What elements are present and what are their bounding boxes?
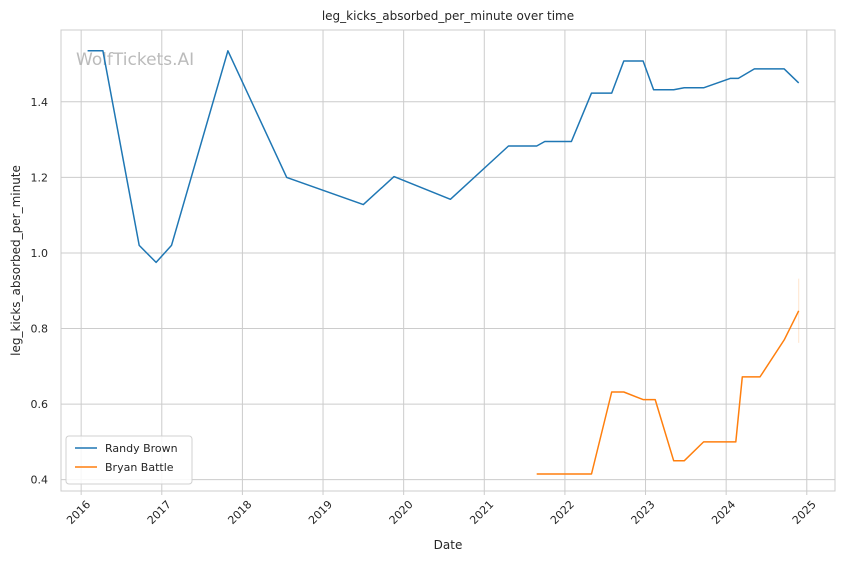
x-tick-label: 2022 <box>548 498 577 527</box>
series-lines <box>87 50 800 475</box>
series-line-1 <box>87 50 800 264</box>
x-tick-label: 2025 <box>790 498 819 527</box>
y-tick-label: 1.0 <box>31 247 49 260</box>
y-tick-label: 1.4 <box>31 96 49 109</box>
y-tick-label: 1.2 <box>31 171 49 184</box>
x-axis-label: Date <box>434 538 463 552</box>
legend: Randy Brown Bryan Battle <box>65 435 193 485</box>
x-tick-label: 2021 <box>467 498 496 527</box>
legend-label-1: Randy Brown <box>105 442 178 455</box>
y-tick-label: 0.8 <box>31 323 49 336</box>
axes-frame <box>60 29 836 492</box>
y-tick-label: 0.4 <box>31 474 49 487</box>
x-tick-label: 2020 <box>387 498 416 527</box>
legend-box <box>65 435 193 485</box>
series-line-2 <box>536 310 800 475</box>
x-tick-label: 2024 <box>709 498 738 527</box>
legend-label-2: Bryan Battle <box>105 461 174 474</box>
x-tick-label: 2017 <box>145 498 174 527</box>
grid <box>61 30 835 491</box>
x-tick-label: 2023 <box>629 498 658 527</box>
x-tick-label: 2019 <box>306 498 335 527</box>
y-axis-label: leg_kicks_absorbed_per_minute <box>9 165 23 356</box>
watermark-text: WolfTickets.AI <box>76 50 194 70</box>
plot-border <box>60 29 836 492</box>
chart-title: leg_kicks_absorbed_per_minute over time <box>322 9 574 23</box>
watermark: WolfTickets.AI <box>76 50 194 70</box>
y-tick-label: 0.6 <box>31 398 49 411</box>
x-tick-label: 2018 <box>225 498 254 527</box>
x-tick-label: 2016 <box>64 498 93 527</box>
